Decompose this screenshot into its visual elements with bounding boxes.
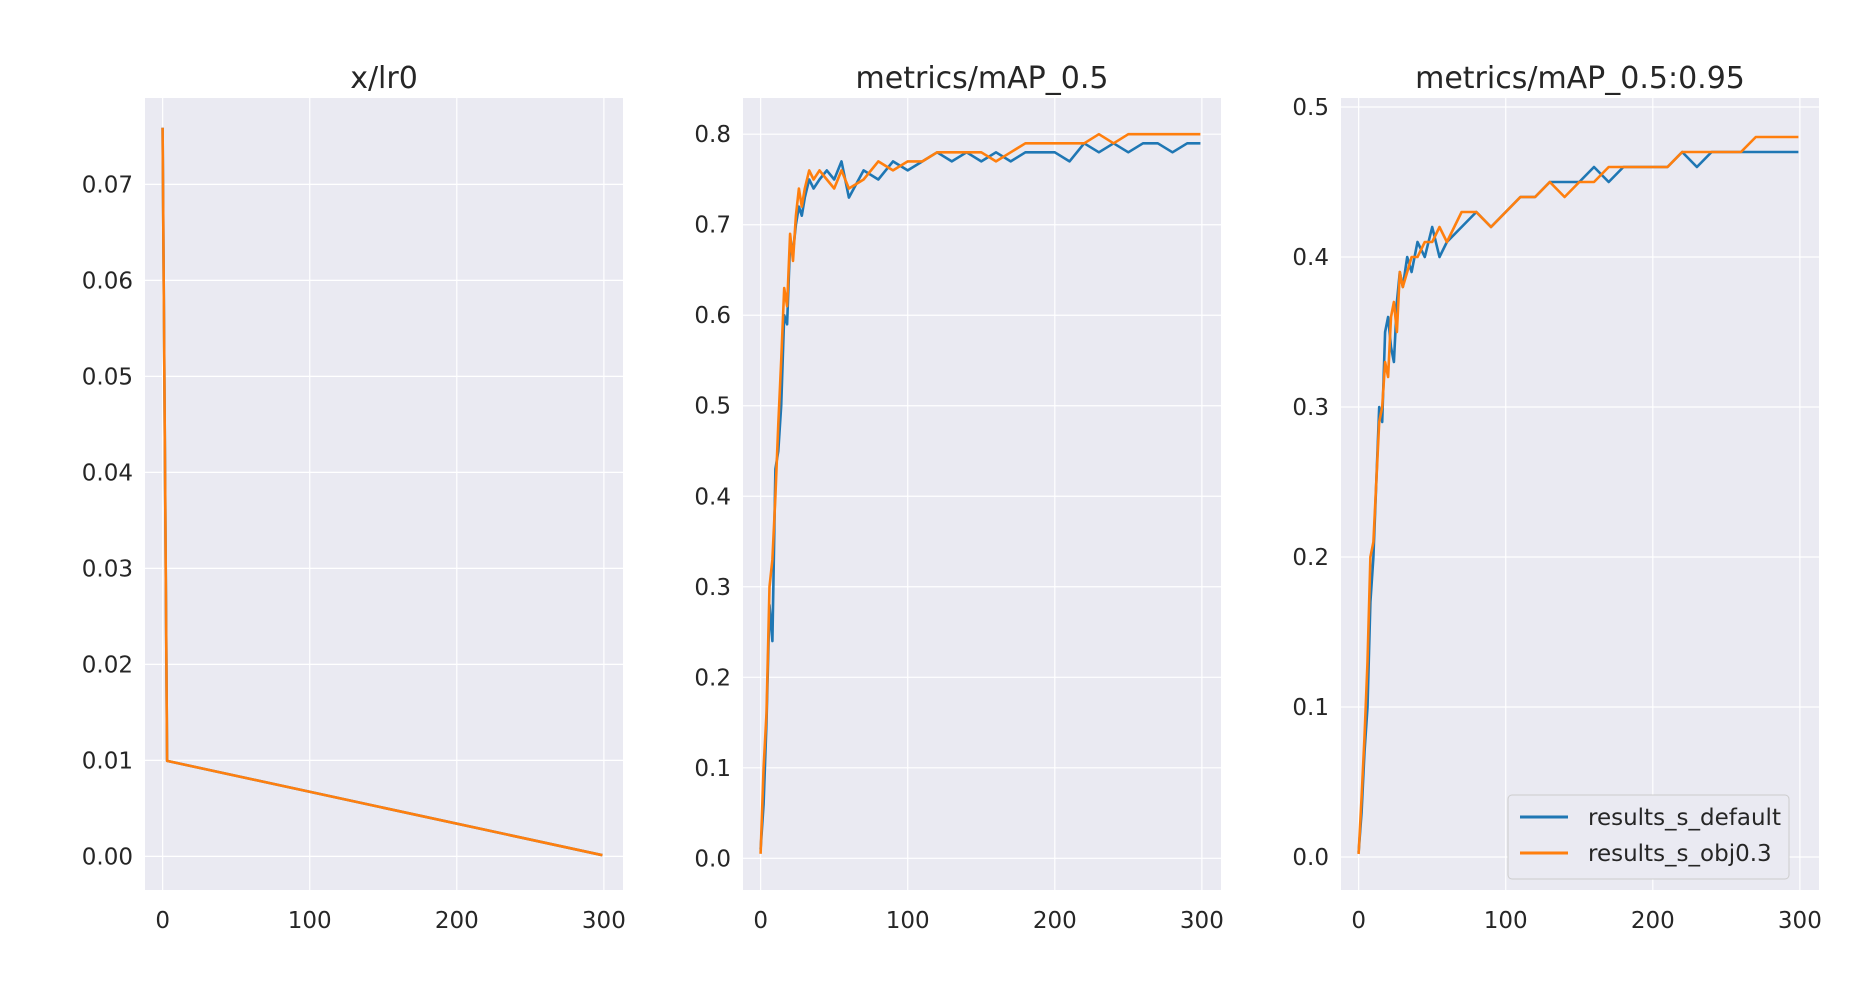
y-tick-label: 0.6 [694, 303, 731, 329]
grid [743, 98, 1221, 890]
y-tick-label: 0.04 [82, 460, 133, 486]
x-tick-label: 0 [753, 908, 768, 934]
x-tick-label: 0 [155, 908, 170, 934]
y-tick-label: 0.0 [694, 846, 731, 872]
ticks: 0 100 200 300 0.00 0.01 0.02 0.03 0.04 0.05 0.06 0.… [82, 172, 626, 934]
x-tick-label: 300 [1180, 908, 1224, 934]
legend-box [1507, 794, 1790, 880]
x-tick-label: 200 [1033, 908, 1077, 934]
y-tick-label: 0.8 [694, 122, 731, 148]
grid [1341, 98, 1819, 890]
subplot-map05: 0 100 200 300 0.0 0.1 0.2 0.3 0.4 0.5 0.6 0.7 0.8 me… [694, 61, 1223, 934]
y-tick-label: 0.3 [694, 575, 731, 601]
y-tick-label: 0.07 [82, 172, 133, 198]
chart-title: x/lr0 [350, 61, 418, 96]
legend-label-default: results_s_default [1588, 805, 1781, 831]
chart-title: metrics/mAP_0.5:0.95 [1415, 61, 1745, 96]
series-line-obj [161, 127, 603, 857]
y-tick-label: 0.1 [694, 756, 731, 782]
y-tick-label: 0.3 [1292, 395, 1329, 421]
plot-area [1341, 98, 1819, 890]
lines [161, 127, 603, 857]
lines [759, 132, 1201, 854]
y-tick-label: 0.05 [82, 364, 133, 390]
chart-title: metrics/mAP_0.5 [856, 61, 1109, 96]
x-tick-label: 200 [1631, 908, 1675, 934]
y-tick-label: 0.02 [82, 652, 133, 678]
x-tick-label: 0 [1351, 908, 1366, 934]
grid [145, 98, 623, 890]
x-tick-label: 100 [1484, 908, 1528, 934]
subplot-map05095: 0 100 200 300 0.0 0.1 0.2 0.3 0.4 0.5 metrics/mAP… [1292, 61, 1821, 934]
y-tick-label: 0.0 [1292, 845, 1329, 871]
legend: results_s_default results_s_obj0.3 [1507, 794, 1790, 880]
ticks: 0 100 200 300 0.0 0.1 0.2 0.3 0.4 0.5 0.6 0.7 0.8 [694, 122, 1223, 934]
x-tick-label: 100 [288, 908, 332, 934]
y-tick-label: 0.2 [694, 665, 731, 691]
y-tick-label: 0.5 [694, 394, 731, 420]
series-line-obj [759, 132, 1201, 854]
x-tick-label: 300 [582, 908, 626, 934]
x-tick-label: 300 [1778, 908, 1822, 934]
y-tick-label: 0.00 [82, 844, 133, 870]
series-line-obj [1357, 135, 1799, 855]
lines [1357, 135, 1799, 855]
y-tick-label: 0.03 [82, 556, 133, 582]
ticks: 0 100 200 300 0.0 0.1 0.2 0.3 0.4 0.5 [1292, 95, 1821, 934]
plot-area [145, 98, 623, 890]
y-tick-label: 0.4 [694, 484, 731, 510]
y-tick-label: 0.5 [1292, 95, 1329, 121]
x-tick-label: 200 [435, 908, 479, 934]
legend-label-obj: results_s_obj0.3 [1588, 841, 1772, 867]
subplot-lr0: 0 100 200 300 0.00 0.01 0.02 0.03 0.04 0.05 0.06 0.… [82, 61, 626, 934]
y-tick-label: 0.2 [1292, 545, 1329, 571]
series-line-default [759, 142, 1201, 850]
y-tick-label: 0.1 [1292, 695, 1329, 721]
y-tick-label: 0.7 [694, 213, 731, 239]
x-tick-label: 100 [886, 908, 930, 934]
y-tick-label: 0.06 [82, 268, 133, 294]
y-tick-label: 0.4 [1292, 245, 1329, 271]
plot-area [743, 98, 1221, 890]
y-tick-label: 0.01 [82, 748, 133, 774]
